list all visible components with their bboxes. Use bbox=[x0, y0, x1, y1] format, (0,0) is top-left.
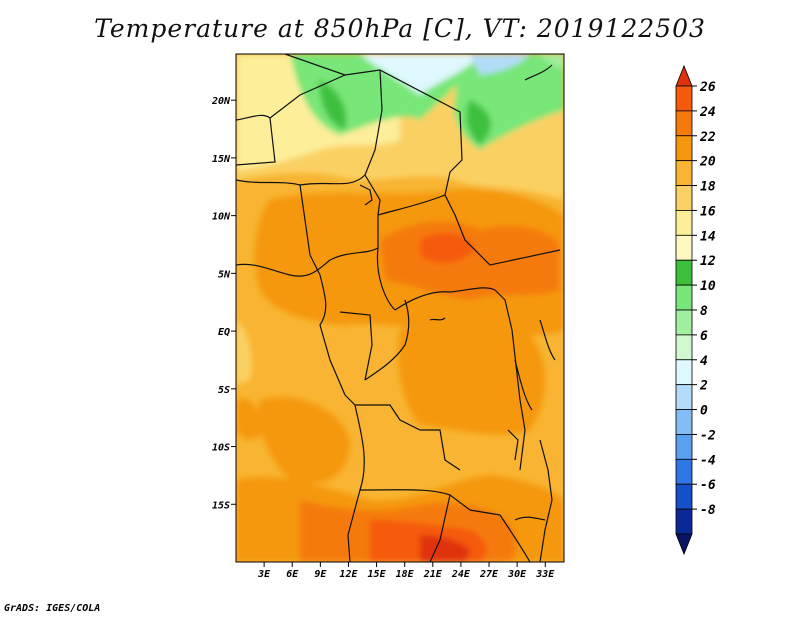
colorbar-label: -6 bbox=[700, 478, 716, 493]
lon-tick-label: 9E bbox=[314, 569, 327, 580]
lon-tick-label: 24E bbox=[451, 569, 471, 580]
colorbar-label: 8 bbox=[700, 304, 708, 319]
colorbar-swatch bbox=[675, 185, 693, 211]
colorbar-label: 10 bbox=[700, 279, 716, 294]
colorbar-label: 26 bbox=[699, 80, 716, 95]
lon-tick-label: 18E bbox=[396, 569, 415, 580]
lat-tick-label: 15S bbox=[212, 500, 230, 511]
lon-tick-label: 33E bbox=[535, 569, 555, 580]
colorbar-label: -4 bbox=[700, 453, 716, 468]
map-title: Temperature at 850hPa [C], VT: 201912250… bbox=[94, 14, 706, 43]
grads-credit: GrADS: IGES/COLA bbox=[4, 603, 101, 614]
colorbar-swatch bbox=[675, 434, 693, 460]
colorbar-swatch bbox=[675, 384, 693, 410]
longitude-axis: 3E 6E 9E 12E 15E 18E 21E 24E 27E 30E 33E bbox=[257, 562, 555, 580]
colorbar-swatch bbox=[675, 135, 693, 162]
colorbar-label: 4 bbox=[700, 354, 708, 369]
lon-tick-label: 6E bbox=[286, 569, 299, 580]
latitude-axis: 20N 15N 10N 5N EQ 5S 10S 15S bbox=[211, 96, 236, 511]
colorbar-label: -8 bbox=[700, 503, 716, 518]
lon-tick-label: 21E bbox=[423, 569, 443, 580]
lat-tick-label: 10S bbox=[212, 443, 230, 454]
colorbar-label: 12 bbox=[700, 254, 716, 269]
lat-tick-label: 20N bbox=[211, 96, 231, 107]
country-borders bbox=[236, 54, 561, 562]
temperature-field bbox=[236, 54, 564, 562]
colorbar-swatch bbox=[675, 85, 693, 112]
colorbar-label: 14 bbox=[700, 229, 716, 244]
colorbar-label: 20 bbox=[699, 155, 716, 170]
colorbar-swatch bbox=[675, 210, 693, 236]
colorbar-label: 0 bbox=[700, 404, 708, 419]
colorbar-swatch bbox=[675, 334, 693, 361]
colorbar-swatch bbox=[675, 110, 693, 137]
colorbar-label: 24 bbox=[699, 105, 716, 120]
colorbar-swatch bbox=[675, 359, 693, 386]
lon-tick-label: 3E bbox=[257, 569, 271, 580]
colorbar-swatch bbox=[675, 64, 693, 87]
colorbar-label: 6 bbox=[700, 329, 708, 344]
lat-tick-label: 5S bbox=[218, 385, 230, 396]
lon-tick-label: 12E bbox=[339, 569, 358, 580]
colorbar-swatch bbox=[675, 309, 693, 336]
colorbar-swatch bbox=[675, 533, 693, 556]
colorbar-swatch bbox=[675, 160, 693, 186]
colorbar-swatch bbox=[675, 234, 693, 261]
lat-tick-label: 15N bbox=[212, 154, 231, 165]
lat-tick-label: EQ bbox=[218, 327, 230, 338]
colorbar-swatch bbox=[675, 458, 693, 485]
lat-tick-label: 10N bbox=[212, 212, 231, 223]
colorbar-label: 18 bbox=[700, 180, 716, 195]
colorbar-swatch bbox=[675, 409, 693, 435]
colorbar-label: 16 bbox=[700, 204, 716, 219]
colorbar-label: 2 bbox=[699, 379, 708, 394]
colorbar-swatch bbox=[675, 259, 693, 286]
colorbar-label: -2 bbox=[700, 428, 716, 443]
lat-tick-label: 5N bbox=[218, 269, 231, 280]
colorbar-swatch bbox=[675, 508, 693, 535]
map-frame bbox=[235, 53, 565, 563]
colorbar-swatch bbox=[675, 483, 693, 510]
lon-tick-label: 15E bbox=[368, 569, 387, 580]
lon-tick-label: 27E bbox=[479, 569, 499, 580]
lon-tick-label: 30E bbox=[507, 569, 527, 580]
colorbar-label: 22 bbox=[699, 130, 716, 145]
colorbar-swatch bbox=[675, 284, 693, 311]
